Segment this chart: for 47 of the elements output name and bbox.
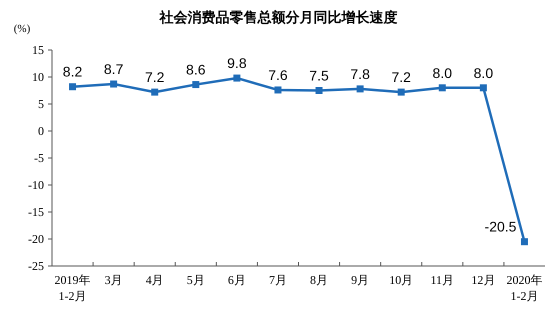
data-label: 7.8 <box>350 66 370 82</box>
point <box>192 81 200 88</box>
x-tick-label: 3月 <box>104 273 123 287</box>
y-tick-label: -5 <box>34 151 44 166</box>
point <box>274 86 282 94</box>
point <box>438 84 446 92</box>
x-tick-label: 2020年 1-2月 <box>506 273 542 303</box>
point <box>110 80 118 88</box>
y-tick-label: 10 <box>32 70 44 84</box>
data-label: 8.0 <box>474 64 494 81</box>
data-label: 8.2 <box>62 64 82 80</box>
y-tick-label: -10 <box>28 178 44 192</box>
data-label: 8.0 <box>432 64 452 81</box>
y-axis-title: (%) <box>14 23 31 35</box>
data-label: 7.6 <box>268 66 288 83</box>
chart-title: 社会消费品零售总额分月同比增长速度 <box>158 9 398 26</box>
x-tick-label: 12月 <box>471 273 496 287</box>
point <box>233 74 240 82</box>
y-tick-label: 5 <box>38 97 44 112</box>
point <box>398 88 405 96</box>
x-tick-label: 8月 <box>310 273 328 287</box>
x-tick-label: 5月 <box>186 273 205 287</box>
data-label: 9.8 <box>227 55 247 72</box>
point <box>480 84 487 92</box>
y-tick-label: -25 <box>28 259 44 274</box>
x-tick-label: 6月 <box>228 273 246 287</box>
x-tick-label: 2019年 1-2月 <box>54 273 91 303</box>
x-tick-label: 11月 <box>430 273 454 287</box>
x-tick-label: 7月 <box>268 273 287 287</box>
point <box>520 238 528 246</box>
x-tick-label: 9月 <box>351 273 370 287</box>
data-label: 8.6 <box>186 62 206 78</box>
data-label: 7.5 <box>309 68 329 84</box>
y-tick-label: -15 <box>28 205 44 220</box>
data-label: 7.2 <box>391 69 412 86</box>
point <box>316 87 323 94</box>
y-tick-label: 15 <box>32 43 44 58</box>
data-label: 7.2 <box>144 69 165 86</box>
x-tick-label: 4月 <box>146 273 164 287</box>
y-tick-label: 0 <box>38 124 44 138</box>
point <box>356 85 364 92</box>
x-tick-label: 10月 <box>389 273 414 287</box>
data-label: -20.5 <box>484 218 517 235</box>
point <box>151 88 158 96</box>
data-label: 8.7 <box>104 61 124 78</box>
y-tick-label: -20 <box>28 232 44 246</box>
point <box>69 83 76 90</box>
